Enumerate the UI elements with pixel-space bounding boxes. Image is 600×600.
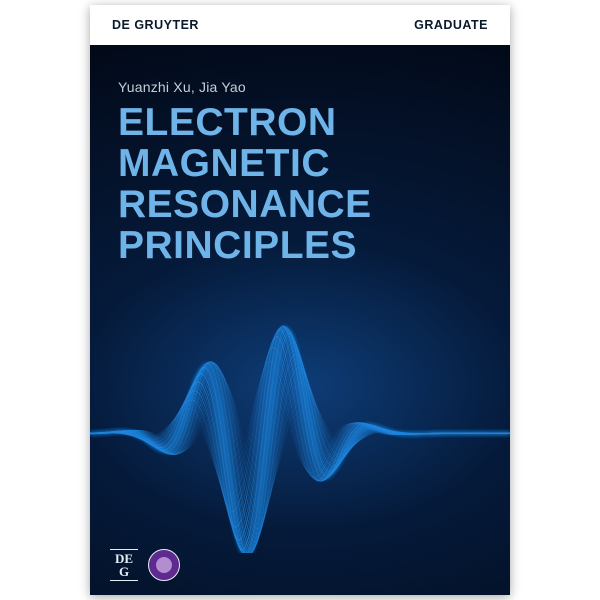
series-label: Graduate [414,18,488,32]
partner-logo [148,549,180,581]
book-title: Electron Magnetic Resonance Principles [118,103,372,267]
logo-row: DE G [110,549,180,581]
book-cover: De Gruyter Graduate Yuanzhi Xu, Jia Yao … [90,5,510,595]
title-line-4: Principles [118,226,372,267]
partner-logo-inner [156,557,172,573]
main-panel: Yuanzhi Xu, Jia Yao Electron Magnetic Re… [90,45,510,595]
title-line-1: Electron [118,103,372,144]
page-container: De Gruyter Graduate Yuanzhi Xu, Jia Yao … [0,0,600,600]
authors: Yuanzhi Xu, Jia Yao [118,79,246,95]
resonance-wave-graphic [90,293,510,553]
de-gruyter-logo: DE G [110,549,138,581]
header-bar: De Gruyter Graduate [90,5,510,45]
title-line-3: Resonance [118,185,372,226]
title-line-2: Magnetic [118,144,372,185]
publisher-name: De Gruyter [112,18,199,32]
de-gruyter-logo-text: DE G [110,552,138,578]
